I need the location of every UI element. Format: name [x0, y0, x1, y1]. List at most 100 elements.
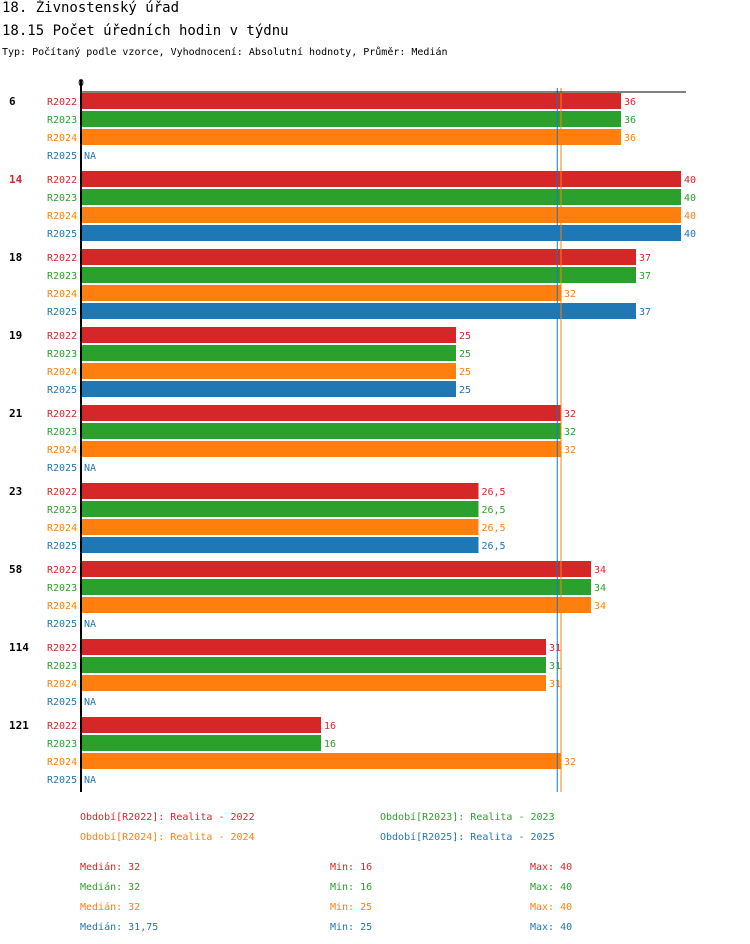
series-row-label: R2024 [47, 289, 77, 300]
legend: Období[R2022]: Realita - 2022 Období[R202… [80, 811, 555, 843]
na-label: NA [84, 619, 96, 630]
chart-note: Typ: Počítaný podle vzorce, Vyhodnocení:… [2, 46, 448, 58]
bar [81, 249, 636, 265]
series-row-label: R2023 [47, 661, 77, 672]
data-label: 32 [564, 427, 576, 438]
group-label: 23 [9, 485, 22, 498]
data-label: 32 [564, 445, 576, 456]
group-label: 121 [9, 719, 29, 732]
data-label: 37 [639, 271, 651, 282]
chart-title: 18. Živnostenský úřad [2, 0, 179, 16]
series-row-label: R2024 [47, 601, 77, 612]
bar [81, 519, 479, 535]
series-row-label: R2023 [47, 349, 77, 360]
series-row-label: R2024 [47, 757, 77, 768]
series-row-label: R2024 [47, 367, 77, 378]
data-label: 26,5 [482, 541, 506, 552]
series-row-label: R2024 [47, 523, 77, 534]
plot-area: 6 R2022 36 R2023 36 R2024 36 R2025 NA 14 R2022 40 R2… [9, 80, 696, 792]
legend-entry: Období[R2023]: Realita - 2023 [380, 811, 555, 823]
bar [81, 207, 681, 223]
data-label: 40 [684, 175, 696, 186]
bar [81, 405, 561, 421]
bar [81, 93, 621, 109]
data-label: 32 [564, 757, 576, 768]
data-label: 34 [594, 565, 606, 576]
na-label: NA [84, 151, 96, 162]
stats-summary: Medián: 32 Min: 16 Max: 40 Medián: 32 Min: 1… [80, 861, 572, 933]
series-row-label: R2024 [47, 211, 77, 222]
stat-median: Medián: 32 [80, 901, 140, 913]
bar [81, 753, 561, 769]
series-row-label: R2025 [47, 619, 77, 630]
data-label: 34 [594, 583, 606, 594]
series-row-label: R2023 [47, 505, 77, 516]
bar [81, 303, 636, 319]
series-row-label: R2024 [47, 445, 77, 456]
stat-max: Max: 40 [530, 922, 572, 933]
data-label: 25 [459, 367, 471, 378]
data-label: 32 [564, 289, 576, 300]
bar [81, 327, 456, 343]
stat-median: Medián: 32 [80, 861, 140, 873]
legend-entry: Období[R2022]: Realita - 2022 [80, 811, 255, 823]
stat-median: Medián: 31,75 [80, 921, 158, 933]
series-row-label: R2022 [47, 487, 77, 498]
stat-max: Max: 40 [530, 882, 572, 893]
data-label: 31 [549, 679, 561, 690]
bar [81, 111, 621, 127]
bar [81, 129, 621, 145]
legend-entry: Období[R2025]: Realita - 2025 [380, 831, 555, 843]
data-label: 26,5 [482, 523, 506, 534]
series-row-label: R2022 [47, 721, 77, 732]
series-row-label: R2022 [47, 97, 77, 108]
series-row-label: R2024 [47, 679, 77, 690]
series-row-label: R2022 [47, 253, 77, 264]
stat-median: Medián: 32 [80, 881, 140, 893]
series-row-label: R2023 [47, 583, 77, 594]
bar [81, 501, 479, 517]
series-row-label: R2022 [47, 409, 77, 420]
series-row-label: R2025 [47, 229, 77, 240]
bar [81, 381, 456, 397]
series-row-label: R2022 [47, 643, 77, 654]
bar [81, 441, 561, 457]
stat-min: Min: 25 [330, 922, 372, 933]
bar [81, 189, 681, 205]
bar [81, 675, 546, 691]
series-row-label: R2025 [47, 151, 77, 162]
bar [81, 423, 561, 439]
data-label: 40 [684, 193, 696, 204]
series-row-label: R2025 [47, 385, 77, 396]
series-row-label: R2023 [47, 427, 77, 438]
data-label: 25 [459, 349, 471, 360]
bar [81, 171, 681, 187]
group-label: 6 [9, 95, 16, 108]
series-row-label: R2025 [47, 307, 77, 318]
data-label: 34 [594, 601, 606, 612]
stat-max: Max: 40 [530, 902, 572, 913]
group-label: 21 [9, 407, 23, 420]
data-label: 32 [564, 409, 576, 420]
bar [81, 597, 591, 613]
group-label: 18 [9, 251, 22, 264]
data-label: 37 [639, 307, 651, 318]
bar [81, 537, 479, 553]
data-label: 36 [624, 133, 636, 144]
legend-entry: Období[R2024]: Realita - 2024 [80, 831, 255, 843]
data-label: 40 [684, 229, 696, 240]
data-label: 26,5 [482, 487, 506, 498]
na-label: NA [84, 775, 96, 786]
series-row-label: R2025 [47, 697, 77, 708]
bar [81, 285, 561, 301]
data-label: 40 [684, 211, 696, 222]
bar [81, 561, 591, 577]
group-label: 58 [9, 563, 22, 576]
bar [81, 345, 456, 361]
stat-min: Min: 16 [330, 862, 372, 873]
data-label: 26,5 [482, 505, 506, 516]
group-label: 114 [9, 641, 29, 654]
series-row-label: R2025 [47, 463, 77, 474]
data-label: 31 [549, 661, 561, 672]
